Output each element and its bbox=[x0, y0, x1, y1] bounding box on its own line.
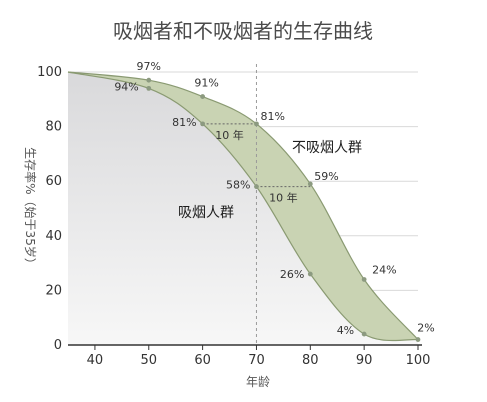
data-point-10 bbox=[361, 331, 367, 337]
x-tick-label-40: 40 bbox=[87, 353, 104, 368]
y-tick-label-20: 20 bbox=[45, 283, 62, 298]
gap-annotations: 10 年 10 年 bbox=[202, 123, 311, 205]
data-label-0: 97% bbox=[137, 60, 161, 73]
smoker-series-label: 吸烟人群 bbox=[178, 205, 234, 221]
chart-title: 吸烟者和不吸烟者的生存曲线 bbox=[113, 19, 373, 43]
x-tick-label-50: 50 bbox=[140, 353, 157, 368]
data-point-8 bbox=[254, 184, 259, 190]
data-label-1: 91% bbox=[194, 77, 218, 90]
data-label-10: 4% bbox=[337, 324, 354, 337]
data-point-7 bbox=[200, 121, 206, 127]
nonsmoker-series-label: 不吸烟人群 bbox=[292, 140, 362, 156]
x-tick-label-90: 90 bbox=[356, 353, 373, 368]
y-tick-label-80: 80 bbox=[45, 120, 62, 135]
data-label-8: 58% bbox=[226, 179, 250, 192]
data-label-6: 94% bbox=[114, 80, 138, 93]
data-label-2: 81% bbox=[260, 110, 284, 123]
x-tick-label-60: 60 bbox=[194, 353, 211, 368]
data-point-0 bbox=[146, 77, 152, 83]
y-axis-title: 生存率%（始于35岁） bbox=[23, 147, 38, 270]
data-label-3: 59% bbox=[314, 170, 338, 183]
x-tick-label-100: 100 bbox=[406, 353, 431, 368]
gap-label-0: 10 年 bbox=[215, 128, 244, 142]
data-point-2 bbox=[254, 121, 259, 127]
survival-gap-band bbox=[68, 72, 418, 341]
data-point-4 bbox=[361, 277, 367, 282]
data-point-5 bbox=[415, 337, 421, 342]
axes: 40 50 60 70 80 90 100 0 20 40 60 80 100 bbox=[37, 65, 430, 368]
data-label-5: 2% bbox=[417, 322, 434, 335]
smoker-area-fill bbox=[68, 72, 418, 345]
y-tick-label-60: 60 bbox=[45, 174, 62, 189]
data-point-9 bbox=[307, 271, 313, 277]
x-tick-label-80: 80 bbox=[302, 353, 319, 368]
x-axis-title: 年龄 bbox=[246, 375, 270, 389]
data-point-1 bbox=[200, 94, 206, 99]
y-tick-label-40: 40 bbox=[45, 229, 62, 244]
data-label-9: 26% bbox=[280, 268, 304, 281]
gap-label-1: 10 年 bbox=[269, 191, 298, 205]
x-tick-label-70: 70 bbox=[248, 353, 265, 368]
y-tick-label-0: 0 bbox=[54, 338, 62, 353]
data-point-6 bbox=[146, 85, 152, 91]
y-tick-label-100: 100 bbox=[37, 65, 62, 80]
data-label-7: 81% bbox=[172, 116, 196, 129]
data-label-4: 24% bbox=[372, 263, 396, 276]
data-point-3 bbox=[307, 181, 313, 187]
data-points: 97% 91% 81% 59% 24% 2% 94% 81% 58% 26% 4% bbox=[114, 60, 435, 342]
